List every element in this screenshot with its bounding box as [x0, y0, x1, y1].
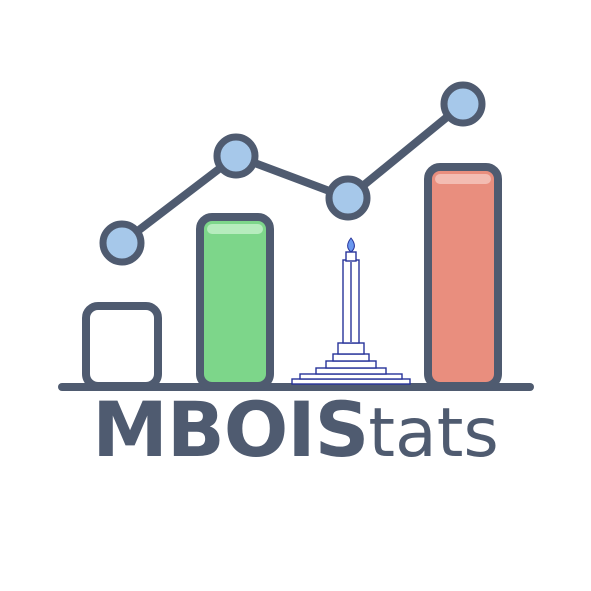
trend-node — [325, 175, 371, 221]
trend-node — [213, 133, 259, 179]
trend-node — [440, 81, 486, 127]
bar-empty — [82, 302, 162, 390]
trend-line — [118, 100, 467, 247]
brand-wordmark: MBOIStats — [0, 392, 591, 468]
bar-red — [424, 163, 502, 390]
brand-name-light: tats — [368, 394, 499, 473]
brand-name-bold: MBOIS — [92, 385, 369, 474]
trend-node — [99, 220, 145, 266]
monument-icon — [291, 237, 411, 385]
bar-green — [196, 213, 274, 390]
